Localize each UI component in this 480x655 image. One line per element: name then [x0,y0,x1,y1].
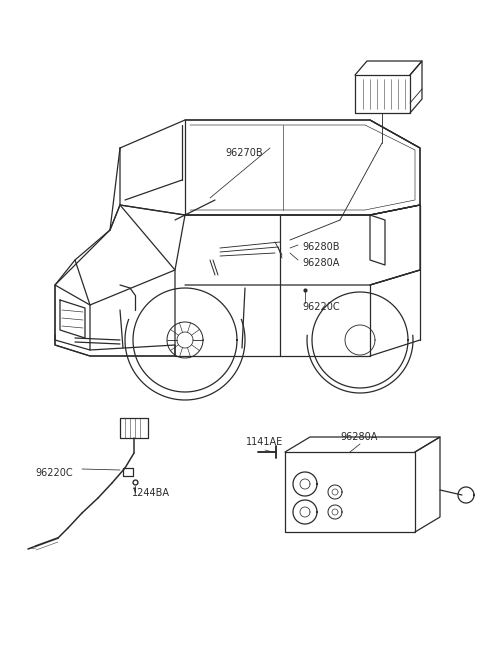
Text: 96280A: 96280A [302,258,339,268]
Text: 96220C: 96220C [35,468,72,478]
Text: 1141AE: 1141AE [246,437,283,447]
Text: 96220C: 96220C [302,302,340,312]
Text: 96280B: 96280B [302,242,339,252]
Text: 1244BA: 1244BA [132,488,170,498]
Text: 96270B: 96270B [225,148,263,158]
Text: 96280A: 96280A [340,432,377,442]
